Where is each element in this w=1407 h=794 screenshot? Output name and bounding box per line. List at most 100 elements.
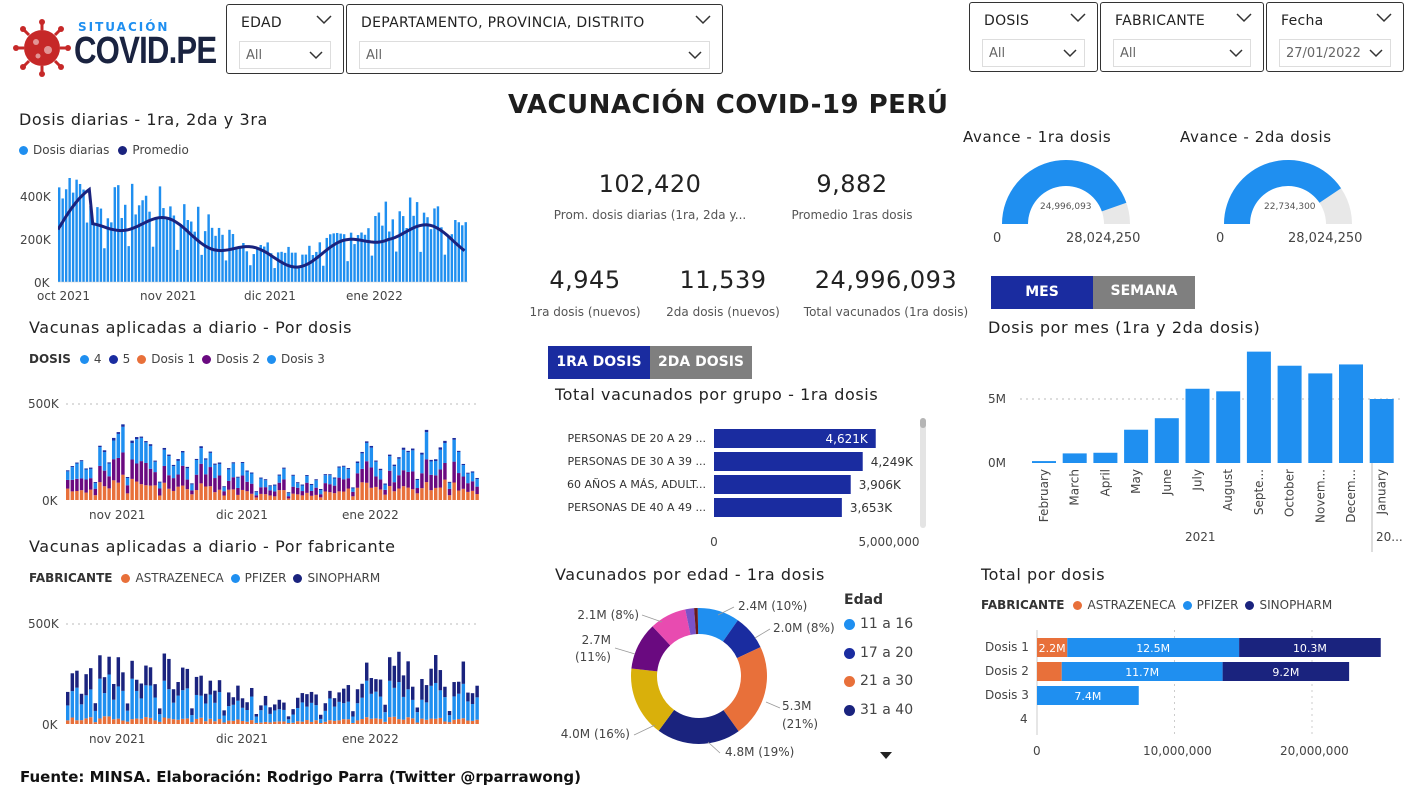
bar-segment (383, 704, 387, 713)
kpi-label: Prom. dosis diarias (1ra, 2da y... (553, 208, 747, 222)
bar-segment (475, 719, 479, 724)
chevron-down-icon[interactable] (308, 49, 324, 61)
bar-segment (346, 701, 351, 720)
caret-down-icon[interactable] (880, 752, 892, 760)
bar-segment (342, 491, 346, 500)
filter-ubicacion[interactable]: DEPARTAMENTO, PROVINCIA, DISTRITO All (346, 4, 723, 74)
bar-segment (254, 497, 259, 500)
filter-select[interactable]: All (1113, 39, 1251, 67)
bar-segment (162, 680, 167, 718)
average-line (58, 186, 466, 269)
bar-segment (319, 714, 323, 719)
chevron-down-icon[interactable] (315, 13, 333, 25)
bar-segment (342, 465, 346, 467)
bar-segment (1037, 662, 1062, 681)
bar-segment (66, 471, 70, 480)
filter-fabricante[interactable]: FABRICANTE All (1100, 2, 1264, 72)
bar-segment (457, 451, 461, 474)
scrollbar[interactable] (920, 418, 926, 528)
bar-segment (66, 705, 70, 721)
bar-segment (438, 670, 443, 691)
bar-segment (66, 691, 70, 706)
gauge-value: 22,734,300 (1264, 202, 1316, 212)
filter-select[interactable]: All (982, 39, 1085, 67)
legend-title: FABRICANTE (981, 598, 1065, 612)
bar (280, 251, 283, 282)
bar-segment (75, 687, 79, 721)
bar (408, 197, 412, 282)
bar (183, 204, 186, 282)
daily-chart-title: Dosis diarias - 1ra, 2da y 3ra (19, 110, 268, 129)
bar-segment (204, 458, 208, 460)
bar-segment (204, 486, 208, 500)
bar-segment (291, 486, 295, 494)
bar-segment (443, 697, 447, 722)
bar-segment (231, 463, 236, 478)
bar-segment (181, 485, 185, 500)
bar-segment (153, 460, 157, 462)
row-label: Dosis 2 (985, 664, 1029, 678)
x-tick: July (1191, 469, 1205, 492)
chevron-down-icon[interactable] (1375, 11, 1393, 23)
filter-dosis[interactable]: DOSIS All (969, 2, 1098, 72)
bar-segment (401, 486, 406, 500)
bar-segment (66, 479, 70, 489)
bar-segment (277, 721, 282, 724)
filter-select[interactable]: All (359, 41, 710, 69)
chevron-down-icon[interactable] (694, 13, 712, 25)
bar (714, 452, 863, 471)
bar-segment (319, 488, 323, 490)
bar-segment (102, 486, 107, 500)
bar-segment (443, 462, 447, 480)
bar-segment (125, 477, 130, 486)
bar (148, 211, 151, 282)
bar-segment (268, 485, 272, 487)
bar-segment (144, 442, 148, 463)
chevron-down-icon[interactable] (1069, 11, 1087, 23)
bar-segment (319, 723, 323, 724)
bar-segment (332, 493, 337, 500)
legend-label: SINOPHARM (1259, 598, 1333, 612)
gauge-max: 28,024,250 (1288, 231, 1363, 246)
bar (297, 268, 301, 282)
chevron-down-icon[interactable] (1235, 11, 1253, 23)
filter-select[interactable]: All (239, 41, 331, 69)
toggle-2da-dosis-button[interactable]: 2DA DOSIS (650, 346, 752, 379)
bar (249, 265, 252, 282)
bar-segment (121, 424, 125, 427)
bar-segment (171, 702, 176, 720)
bar-segment (392, 466, 397, 483)
chevron-down-icon[interactable] (1368, 47, 1384, 59)
bar (61, 198, 64, 282)
bar-segment (452, 439, 456, 462)
filter-select[interactable]: 27/01/2022 (1279, 39, 1391, 67)
filter-edad[interactable]: EDAD All (226, 4, 344, 74)
bar-segment (213, 721, 217, 724)
donut-label: (11%) (575, 650, 611, 664)
toggle-semana-button[interactable]: SEMANA (1093, 276, 1195, 309)
toggle-1ra-dosis-button[interactable]: 1RA DOSIS (548, 346, 650, 379)
bar-segment (291, 709, 295, 715)
toggle-mes-button[interactable]: MES (991, 276, 1093, 309)
bar-segment (470, 472, 475, 482)
bar-segment (1037, 686, 1139, 705)
bar-segment (217, 489, 222, 500)
bar-segment (213, 464, 217, 479)
bar-segment (434, 718, 438, 724)
bar-segment (98, 465, 102, 483)
chevron-down-icon[interactable] (687, 49, 703, 61)
bar-segment (420, 454, 424, 474)
scrollbar-thumb[interactable] (920, 418, 926, 428)
legend-title: FABRICANTE (29, 571, 113, 585)
chevron-down-icon[interactable] (1228, 47, 1244, 59)
legend-dot (230, 573, 240, 583)
bar-segment (250, 493, 254, 500)
bar-segment (102, 693, 107, 717)
gauge-min: 0 (1216, 231, 1225, 246)
chevron-down-icon[interactable] (1062, 47, 1078, 59)
filter-fecha[interactable]: Fecha 27/01/2022 (1266, 2, 1404, 72)
bar (1093, 452, 1118, 463)
bar-segment (194, 459, 199, 475)
bar (172, 215, 176, 282)
monthly-chart-title: Dosis por mes (1ra y 2da dosis) (988, 318, 1261, 337)
